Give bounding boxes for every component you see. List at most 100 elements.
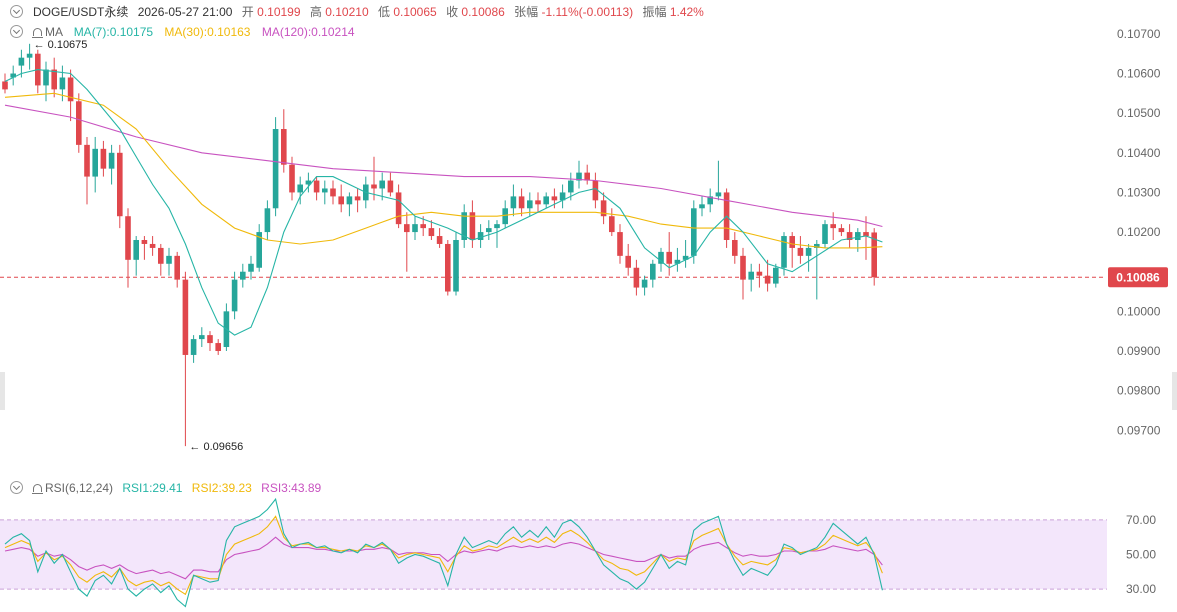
- candle-body: [830, 224, 836, 229]
- candle: [26, 43, 33, 70]
- candle: [568, 172, 574, 201]
- candle: [322, 180, 328, 205]
- candle-body: [486, 228, 492, 233]
- candle: [814, 240, 820, 300]
- candle: [682, 240, 689, 268]
- candle-body: [715, 192, 722, 197]
- candle: [18, 49, 25, 78]
- moving-average-lines: [4, 69, 883, 336]
- candle-body: [297, 184, 303, 193]
- price-axis-tick: 0.10000: [1117, 304, 1161, 318]
- candle: [674, 247, 681, 272]
- candle: [199, 327, 205, 348]
- candle: [404, 212, 410, 272]
- candle: [387, 172, 394, 197]
- candle-body: [740, 255, 746, 280]
- ma-collapse-chevron-icon[interactable]: [10, 25, 23, 38]
- candle-body: [477, 232, 484, 240]
- price-axis-tick: 0.09800: [1117, 384, 1161, 398]
- candle: [486, 220, 492, 240]
- candle: [166, 247, 172, 276]
- candle: [641, 275, 648, 296]
- candle: [35, 49, 41, 94]
- rsi-collapse-chevron-icon[interactable]: [10, 481, 23, 494]
- candle-body: [141, 240, 148, 244]
- candle: [51, 57, 57, 98]
- candle-body: [641, 279, 648, 288]
- rsi-indicator-label[interactable]: RSI(6,12,24): [45, 481, 114, 495]
- rsi2-legend-value: RSI2:39.23: [191, 481, 252, 495]
- candle-body: [76, 101, 82, 145]
- candle: [100, 140, 107, 177]
- candle: [43, 61, 49, 102]
- candle: [248, 255, 254, 280]
- candle: [592, 172, 599, 209]
- ma-alert-bell-icon[interactable]: [32, 28, 43, 38]
- rsi3-line: [4, 536, 883, 580]
- candle-body: [691, 208, 697, 256]
- candle-body: [633, 267, 640, 288]
- candle: [650, 259, 656, 288]
- high-label: 高: [309, 5, 322, 19]
- candle-body: [281, 129, 287, 165]
- candle-body: [674, 259, 681, 264]
- candle-body: [453, 240, 459, 292]
- candle: [764, 259, 771, 292]
- candle-body: [822, 224, 828, 244]
- right-scroll-handle[interactable]: [1172, 372, 1177, 410]
- candle-body: [338, 196, 344, 205]
- candle: [412, 216, 418, 240]
- candle-body: [568, 180, 574, 193]
- candle: [740, 247, 746, 300]
- annotations: ← 0.10675 ← 0.09656: [34, 39, 244, 453]
- ma-indicator-label[interactable]: MA: [45, 25, 63, 39]
- rsi1-legend-value: RSI1:29.41: [122, 481, 183, 495]
- candle-body: [600, 200, 607, 217]
- rsi-panel: 70.00 50.00 30.00: [0, 497, 1156, 608]
- rsi-axis-tick: 30.00: [1126, 582, 1156, 596]
- candle-body: [207, 335, 213, 344]
- candle-body: [158, 247, 164, 264]
- candle-body: [838, 228, 845, 233]
- candle-body: [781, 236, 787, 268]
- candle: [715, 160, 722, 201]
- candle-body: [395, 192, 402, 225]
- candle: [133, 236, 139, 276]
- candle: [149, 236, 156, 256]
- symbol-title[interactable]: DOGE/USDT永续: [33, 5, 129, 19]
- collapse-chevron-icon[interactable]: [10, 5, 23, 18]
- candle: [469, 200, 476, 248]
- candle-body: [559, 192, 566, 201]
- ma30-legend-value: MA(30):0.10163: [164, 25, 251, 39]
- candle-body: [576, 172, 582, 181]
- rsi-axis-tick: 70.00: [1126, 513, 1156, 527]
- ma30-line: [4, 92, 883, 249]
- candle-body: [59, 77, 66, 90]
- candle: [518, 188, 525, 217]
- candle-body: [272, 129, 279, 209]
- candle-body: [420, 224, 426, 229]
- candle-body: [502, 208, 508, 225]
- candle: [477, 224, 484, 248]
- candle-body: [166, 255, 172, 264]
- candle: [871, 228, 877, 286]
- high-price-annotation: ← 0.10675: [34, 39, 88, 51]
- rsi-alert-bell-icon[interactable]: [32, 484, 43, 494]
- candle: [453, 232, 459, 296]
- candlestick-series: [2, 43, 877, 447]
- candle-body: [371, 184, 377, 189]
- candle-body: [543, 196, 549, 205]
- candle: [10, 65, 16, 86]
- candle: [789, 232, 795, 268]
- candle-body: [92, 148, 98, 177]
- candle-body: [805, 247, 812, 256]
- candle: [330, 180, 336, 205]
- candle-body: [666, 251, 672, 264]
- candle: [863, 216, 869, 260]
- candle-body: [756, 271, 763, 276]
- left-scroll-handle[interactable]: [0, 372, 5, 410]
- candle: [76, 93, 82, 153]
- low-value: 0.10065: [393, 5, 437, 19]
- candle: [158, 243, 164, 276]
